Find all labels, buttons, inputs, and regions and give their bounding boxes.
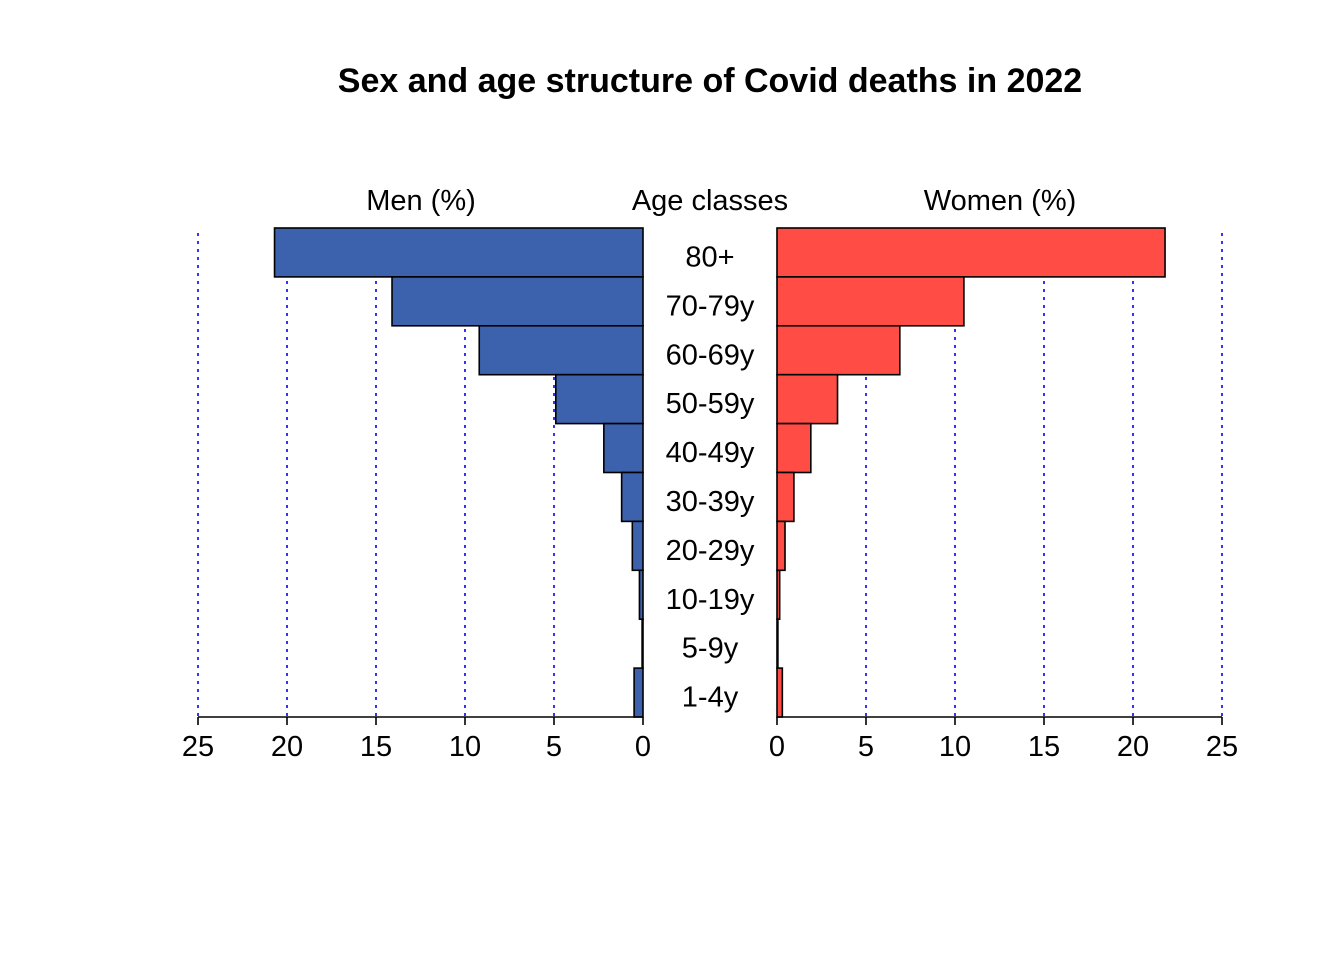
men-x-tick-label: 15	[360, 731, 392, 763]
men-bar	[391, 276, 644, 327]
bars	[273, 227, 1166, 718]
age-class-label: 60-69y	[666, 339, 755, 371]
men-bar	[620, 471, 644, 523]
women-x-tick-label: 0	[769, 731, 785, 763]
men-x-tick-label: 0	[635, 731, 651, 763]
men-x-tick-label: 25	[182, 731, 214, 763]
women-bar	[776, 422, 812, 474]
age-class-label: 10-19y	[666, 584, 755, 616]
men-bar	[638, 569, 644, 620]
women-bar	[776, 276, 965, 327]
age-classes-header: Age classes	[632, 185, 788, 217]
age-class-label: 70-79y	[666, 290, 755, 322]
women-bar	[776, 667, 784, 718]
x-axes: 0 0 5 5 10 10 15 15 20 20 25 25	[182, 716, 1238, 763]
women-bar	[776, 471, 795, 523]
age-class-label: 40-49y	[666, 437, 755, 469]
women-x-tick-label: 10	[939, 731, 971, 763]
women-x-tick-label: 5	[858, 731, 874, 763]
age-class-label: 1-4y	[682, 682, 739, 714]
women-x-tick-label: 25	[1206, 731, 1238, 763]
men-bar	[633, 667, 644, 718]
chart-title: Sex and age structure of Covid deaths in…	[338, 62, 1082, 100]
men-panel-header: Men (%)	[366, 185, 476, 217]
age-class-labels: 80+ 70-79y 60-69y 50-59y 40-49y 30-39y 20-29y 1…	[666, 241, 755, 713]
men-bar	[641, 618, 644, 669]
women-bar	[776, 569, 781, 620]
women-x-tick-label: 20	[1117, 731, 1149, 763]
age-class-label: 20-29y	[666, 535, 755, 567]
men-x-tick-label: 5	[546, 731, 562, 763]
men-bar	[631, 520, 644, 572]
men-bar	[554, 373, 644, 425]
age-class-label: 50-59y	[666, 388, 755, 420]
women-bar	[776, 618, 779, 669]
men-bar	[478, 324, 644, 376]
age-class-label: 5-9y	[682, 633, 739, 665]
women-x-tick-label: 15	[1028, 731, 1060, 763]
women-bar	[776, 373, 839, 425]
women-bar	[776, 227, 1166, 278]
age-class-label: 30-39y	[666, 486, 755, 518]
women-panel-header: Women (%)	[924, 185, 1077, 217]
men-bar	[603, 422, 644, 474]
women-bar	[776, 324, 901, 376]
men-x-tick-label: 20	[271, 731, 303, 763]
women-bar	[776, 520, 786, 572]
men-x-tick-label: 10	[449, 731, 481, 763]
age-class-label: 80+	[685, 241, 734, 273]
men-bar	[273, 227, 644, 278]
